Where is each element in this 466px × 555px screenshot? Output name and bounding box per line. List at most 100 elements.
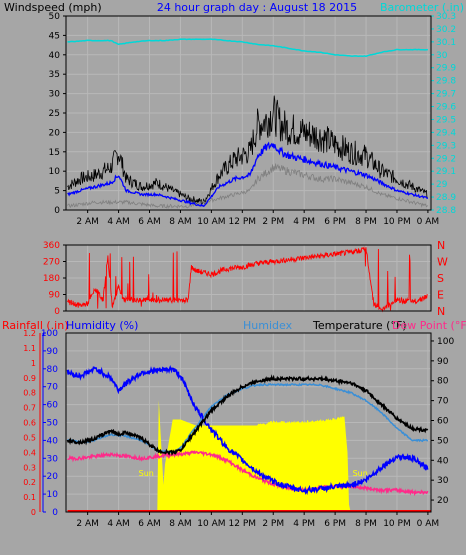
direction-y-tick-label: 180 xyxy=(43,274,60,284)
wind-y-tick-label: 5 xyxy=(54,187,60,197)
chart-title: 24 hour graph day : August 18 2015 xyxy=(157,1,357,14)
barometer-y-tick-label: 29.2 xyxy=(436,154,456,164)
wind-average-line xyxy=(67,141,429,208)
humidity-y-tick-label: 50 xyxy=(47,419,59,429)
x-tick-label: 6 PM xyxy=(324,217,346,227)
wind-panel-frame xyxy=(65,15,432,211)
wind-y-tick-label: 45 xyxy=(49,31,60,41)
humidity-y-tick-label: 100 xyxy=(41,329,58,339)
barometer-y-tick-label: 28.9 xyxy=(436,193,456,203)
barometer-y-tick-label: 30.2 xyxy=(436,25,456,35)
x-tick-label: 10 PM xyxy=(383,217,411,227)
x-tick-label: 4 PM xyxy=(293,217,315,227)
temperature-axis-label: Temperature (°F) xyxy=(312,319,407,332)
compass-label: N xyxy=(437,305,445,318)
x-tick-label: 6 AM xyxy=(138,519,161,529)
rainfall-y-tick-label: 0.9 xyxy=(23,374,36,383)
barometer-y-tick-label: 29.3 xyxy=(436,141,456,151)
x-tick-label: 8 PM xyxy=(355,519,377,529)
x-tick-label: 10 AM xyxy=(197,519,225,529)
temperature-y-tick-label: 30 xyxy=(437,476,449,486)
barometer-y-tick-label: 29.4 xyxy=(436,128,456,138)
wind-y-tick-label: 20 xyxy=(49,128,61,138)
barometer-y-tick-label: 29.8 xyxy=(436,77,456,87)
x-tick-label: 0 AM xyxy=(417,217,440,227)
x-tick-label: 8 AM xyxy=(169,217,192,227)
humidity-y-tick-label: 70 xyxy=(47,383,59,393)
direction-y-tick-label: 360 xyxy=(43,241,60,251)
wind-y-tick-label: 25 xyxy=(49,109,60,119)
humidity-y-tick-label: 10 xyxy=(47,490,59,500)
x-tick-label: 12 PM xyxy=(229,519,257,529)
compass-label: S xyxy=(437,272,444,285)
x-tick-label: 4 AM xyxy=(107,217,130,227)
barometer-axis-label: Barometer (.in) xyxy=(380,1,464,14)
wind-y-tick-label: 40 xyxy=(49,51,61,61)
wind-low-line xyxy=(67,163,429,210)
rainfall-y-tick-label: 0.4 xyxy=(23,448,36,457)
wind-axis-label: Windspeed (mph) xyxy=(4,1,102,14)
barometer-y-tick-label: 30 xyxy=(436,51,448,61)
temperature-y-tick-label: 60 xyxy=(437,417,449,427)
compass-label: N xyxy=(437,239,445,252)
rainfall-y-tick-label: 1.1 xyxy=(23,344,36,353)
sunshine-area xyxy=(157,400,351,512)
compass-label: W xyxy=(437,256,448,269)
x-tick-label: 8 PM xyxy=(355,217,377,227)
x-tick-label: 2 AM xyxy=(76,519,99,529)
temperature-y-tick-label: 70 xyxy=(437,397,449,407)
wind-direction-line xyxy=(67,246,428,313)
humidity-y-tick-label: 20 xyxy=(47,472,59,482)
compass-label: E xyxy=(437,289,444,302)
x-tick-label: 10 AM xyxy=(197,217,225,227)
weather-panel-frame xyxy=(65,332,432,513)
direction-y-tick-label: 90 xyxy=(49,291,61,301)
wind-y-tick-label: 30 xyxy=(49,90,61,100)
wind-y-tick-label: 10 xyxy=(49,167,61,177)
barometer-y-tick-label: 29.9 xyxy=(436,64,456,74)
rainfall-y-tick-label: 0.8 xyxy=(23,389,36,398)
wind-gust-line xyxy=(67,95,428,206)
x-tick-label: 2 PM xyxy=(262,519,284,529)
barometer-y-tick-label: 30.3 xyxy=(436,12,456,22)
temperature-y-tick-label: 90 xyxy=(437,357,449,367)
dew-point-axis-label: Dew Point (°F) xyxy=(392,319,466,332)
barometer-y-tick-label: 29.7 xyxy=(436,90,456,100)
humidity-line xyxy=(66,364,429,495)
sunrise-label: Sun xyxy=(139,469,154,478)
humidity-y-tick-label: 0 xyxy=(52,508,58,518)
humidity-y-tick-label: 60 xyxy=(47,401,59,411)
barometer-y-tick-label: 30.1 xyxy=(436,38,456,48)
temperature-y-tick-label: 100 xyxy=(437,337,454,347)
barometer-y-tick-label: 29.5 xyxy=(436,115,456,125)
x-tick-label: 8 AM xyxy=(169,519,192,529)
weather-panel: 0 0.1 0.2 0.3 0.4 0.5 0.6 0.7 0.8 0.9 1 1.1 1.2 0 10 20… xyxy=(23,329,454,529)
x-tick-label: 6 PM xyxy=(324,519,346,529)
barometer-y-tick-label: 28.8 xyxy=(436,206,456,216)
wind-y-tick-label: 35 xyxy=(49,70,60,80)
direction-y-tick-label: 0 xyxy=(54,307,60,317)
temperature-y-tick-label: 20 xyxy=(437,496,449,506)
wind-y-tick-label: 50 xyxy=(49,12,61,22)
rainfall-y-tick-label: 1.2 xyxy=(23,329,36,338)
humidity-axis-label: Humidity (%) xyxy=(66,319,138,332)
humidity-y-tick-label: 90 xyxy=(47,347,59,357)
barometer-y-tick-label: 29 xyxy=(436,180,448,190)
temperature-y-tick-label: 50 xyxy=(437,436,449,446)
wind-panel: 0 5 10 15 20 25 30 35 40 45 50 28.8 28.9 29 29.1 29.2 29… xyxy=(49,12,457,227)
x-tick-label: 4 AM xyxy=(107,519,130,529)
barometer-y-tick-label: 29.1 xyxy=(436,167,456,177)
sunset-label: Sun xyxy=(353,469,368,478)
x-tick-label: 0 AM xyxy=(417,519,440,529)
temperature-y-tick-label: 80 xyxy=(437,377,449,387)
temperature-line xyxy=(66,374,429,456)
rainfall-y-tick-label: 1 xyxy=(31,359,36,368)
x-tick-label: 2 PM xyxy=(262,217,284,227)
rainfall-y-tick-label: 0.7 xyxy=(23,404,36,413)
x-tick-label: 10 PM xyxy=(383,519,411,529)
rainfall-y-tick-label: 0.2 xyxy=(23,478,36,487)
direction-panel-frame xyxy=(65,244,432,312)
